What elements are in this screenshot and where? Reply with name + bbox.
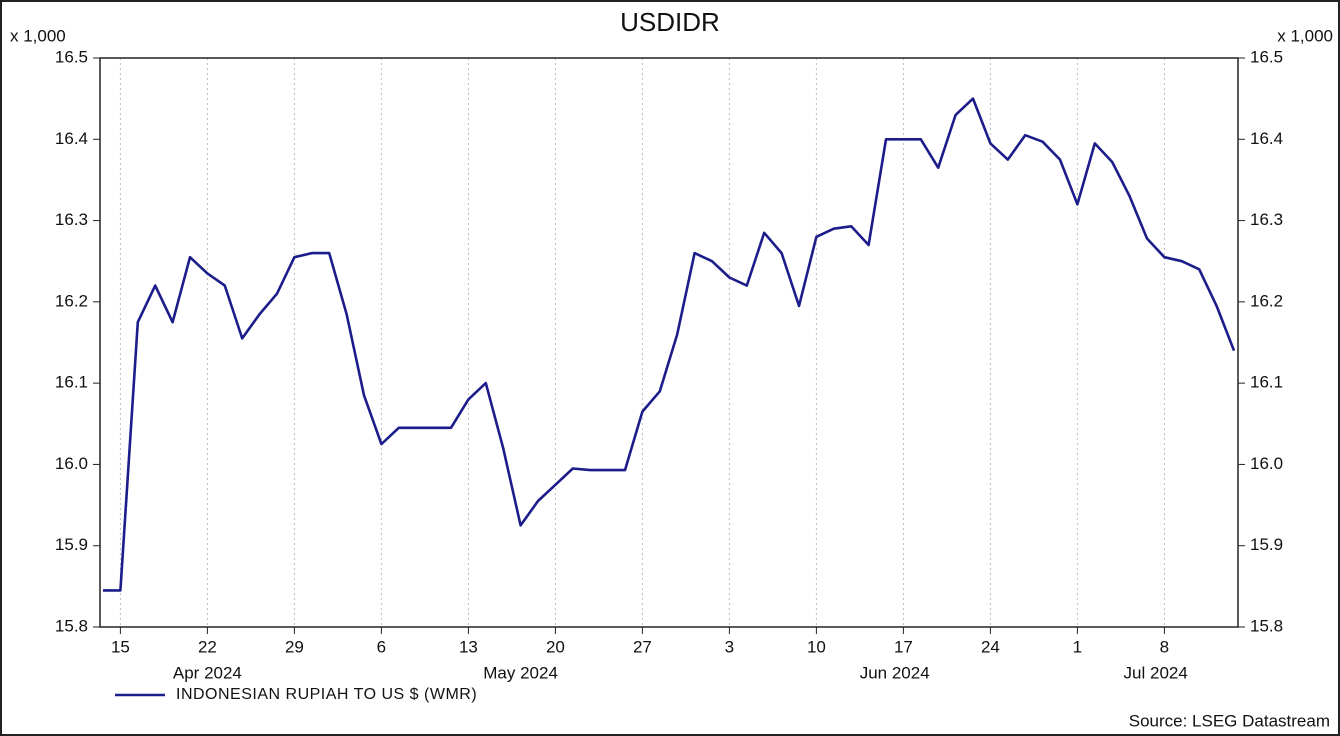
y-tick-label: 16.5: [55, 47, 88, 66]
y2-unit-label: x 1,000: [1277, 26, 1333, 45]
x-tick-label: 27: [633, 637, 652, 656]
y-tick-label: 16.3: [55, 210, 88, 229]
x-group-label: Jul 2024: [1124, 663, 1188, 682]
chart-title: USDIDR: [620, 7, 720, 37]
x-tick-label: 13: [459, 637, 478, 656]
y2-tick-label: 16.1: [1250, 373, 1283, 392]
x-tick-label: 1: [1073, 637, 1082, 656]
plot-frame: [99, 57, 1239, 628]
x-tick-label: 20: [546, 637, 565, 656]
y2-tick-label: 16.3: [1250, 210, 1283, 229]
x-tick-label: 8: [1160, 637, 1169, 656]
y-tick-label: 16.0: [55, 454, 88, 473]
source: Source: LSEG Datastream: [1129, 711, 1330, 730]
x-tick-label: 29: [285, 637, 304, 656]
x-tick-label: 24: [981, 637, 1000, 656]
y-tick-label: 15.8: [55, 616, 88, 635]
y-tick-label: 16.4: [55, 129, 88, 148]
line-series: [103, 97, 1236, 592]
y-tick-label: 15.9: [55, 535, 88, 554]
x-tick-label: 17: [894, 637, 913, 656]
x-tick-label: 10: [807, 637, 826, 656]
y2-tick-label: 15.9: [1250, 535, 1283, 554]
y2-tick-label: 16.4: [1250, 129, 1283, 148]
x-tick-label: 6: [377, 637, 386, 656]
y2-tick-label: 16.5: [1250, 47, 1283, 66]
y-unit-label: x 1,000: [10, 26, 66, 45]
x-group-label: May 2024: [483, 663, 558, 682]
x-group-label: Jun 2024: [860, 663, 930, 682]
x-group-label: Apr 2024: [173, 663, 242, 682]
x-tick-label: 3: [725, 637, 734, 656]
y2-tick-label: 16.0: [1250, 454, 1283, 473]
legend-label: INDONESIAN RUPIAH TO US $ (WMR): [176, 686, 477, 703]
x-tick-label: 22: [198, 637, 217, 656]
y2-tick-label: 16.2: [1250, 291, 1283, 310]
x-tick-label: 15: [111, 637, 130, 656]
y-tick-label: 16.2: [55, 291, 88, 310]
y2-tick-label: 15.8: [1250, 616, 1283, 635]
y-tick-label: 16.1: [55, 373, 88, 392]
